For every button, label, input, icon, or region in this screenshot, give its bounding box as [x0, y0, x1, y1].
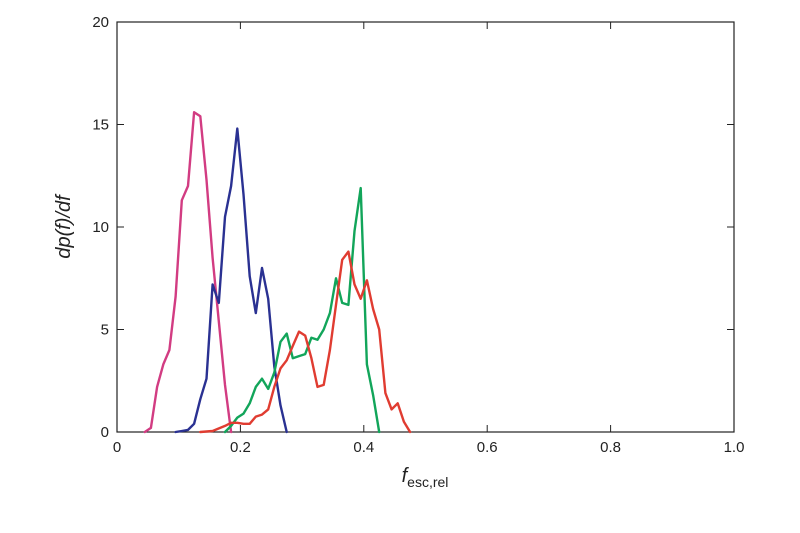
x-axis-title-main: f	[402, 465, 410, 487]
y-axis-title: dp(f)/df	[53, 193, 75, 259]
x-tick-label: 0.8	[600, 439, 621, 456]
y-tick-label: 20	[92, 14, 109, 31]
y-tick-label: 15	[92, 117, 109, 134]
x-tick-label: 0	[113, 439, 121, 456]
y-tick-label: 10	[92, 219, 109, 236]
series-line-2	[174, 127, 288, 434]
series-line-3	[223, 186, 381, 434]
x-axis-title: fesc,rel	[402, 465, 449, 490]
x-tick-label: 1.0	[724, 439, 745, 456]
y-tick-label: 5	[101, 322, 109, 339]
x-tick-label: 0.4	[353, 439, 374, 456]
ticks	[116, 21, 735, 433]
series-group	[143, 110, 412, 434]
x-tick-label: 0.2	[230, 439, 251, 456]
y-tick-label: 0	[101, 424, 109, 441]
series-line-1	[143, 110, 233, 434]
tick-labels: 0 0.2 0.4 0.6 0.8 1.0 0 5 10 15 20	[92, 14, 744, 456]
x-axis-title-sub: esc,rel	[407, 474, 448, 490]
series-line-4	[199, 250, 412, 434]
x-tick-label: 0.6	[477, 439, 498, 456]
